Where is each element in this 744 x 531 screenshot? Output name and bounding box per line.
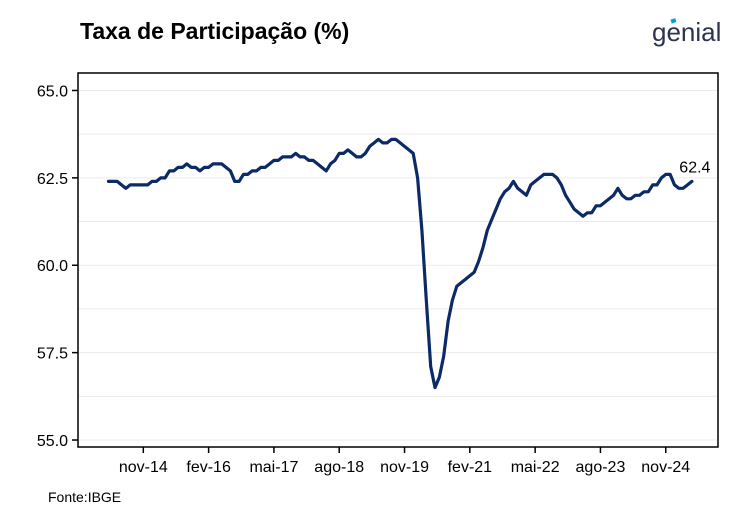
x-tick-label: mai-22 bbox=[511, 459, 560, 476]
y-axis: 55.0 57.5 60.0 62.5 65.0 bbox=[37, 83, 78, 450]
x-tick-label: nov-24 bbox=[641, 459, 690, 476]
chart-title: Taxa de Participação (%) bbox=[80, 18, 350, 44]
source-note: Fonte:IBGE bbox=[48, 489, 122, 505]
logo-text: genial bbox=[652, 17, 721, 47]
x-tick-label: fev-16 bbox=[186, 459, 231, 476]
y-tick-label: 57.5 bbox=[37, 346, 68, 363]
genial-logo: genial bbox=[650, 12, 730, 52]
x-tick-label: mai-17 bbox=[249, 459, 298, 476]
x-tick-label: fev-21 bbox=[448, 459, 493, 476]
end-value-label: 62.4 bbox=[679, 159, 710, 176]
series-line bbox=[106, 137, 694, 390]
x-tick-label: nov-14 bbox=[119, 459, 168, 476]
y-tick-label: 65.0 bbox=[37, 83, 68, 100]
grid-lines bbox=[78, 89, 718, 441]
y-tick-label: 55.0 bbox=[37, 433, 68, 450]
y-tick-label: 62.5 bbox=[37, 171, 68, 188]
x-tick-label: nov-19 bbox=[380, 459, 429, 476]
x-axis: nov-14 fev-16 mai-17 ago-18 nov-19 fev-21 mai-… bbox=[119, 447, 690, 476]
x-tick-label: ago-23 bbox=[576, 459, 626, 476]
plot-panel-border bbox=[77, 72, 719, 448]
y-tick-label: 60.0 bbox=[37, 258, 68, 275]
genial-logo-icon: genial bbox=[652, 17, 721, 47]
x-tick-label: ago-18 bbox=[314, 459, 364, 476]
